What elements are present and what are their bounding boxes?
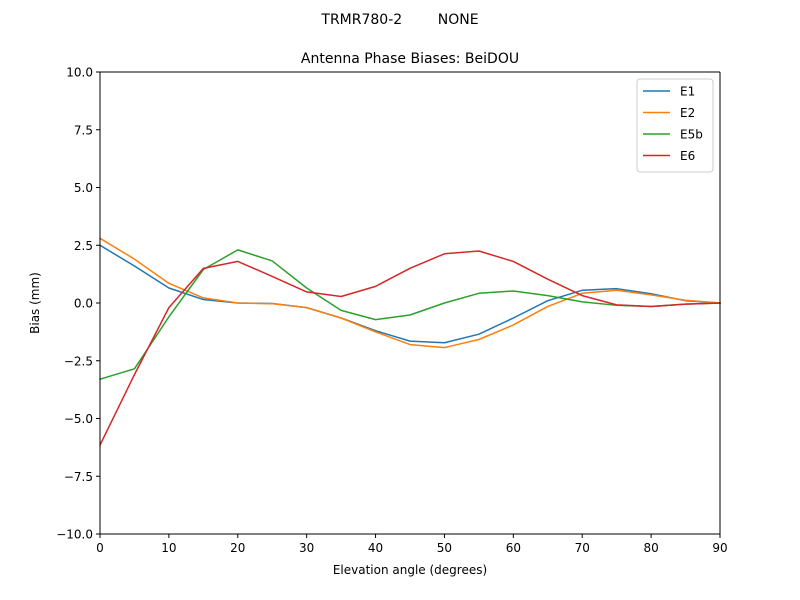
y-axis: −10.0 −7.5 −5.0 −2.5 0.0 2.5 5.0 7.5 10.0 <box>56 66 100 542</box>
x-tick-label: 80 <box>643 541 658 555</box>
x-tick-label: 30 <box>299 541 314 555</box>
legend: E1 E2 E5b E6 <box>636 78 714 173</box>
x-tick-label: 20 <box>230 541 245 555</box>
y-tick-label: −2.5 <box>64 354 93 368</box>
y-tick-label: 5.0 <box>74 181 93 195</box>
x-axis: 0 10 20 30 40 50 60 70 80 90 <box>96 534 728 555</box>
series-line-e6 <box>98 250 721 447</box>
x-tick-label: 0 <box>96 541 104 555</box>
y-tick-label: 10.0 <box>66 66 93 80</box>
x-tick-label: 10 <box>161 541 176 555</box>
x-tick-label: 70 <box>575 541 590 555</box>
legend-label-e5b: E5b <box>680 128 703 142</box>
y-tick-label: −5.0 <box>64 412 93 426</box>
y-tick-label: −7.5 <box>64 470 93 484</box>
series-line-e1 <box>98 244 721 344</box>
x-tick-label: 90 <box>712 541 727 555</box>
y-axis-label: Bias (mm) <box>28 272 42 334</box>
x-tick-label: 40 <box>368 541 383 555</box>
legend-box <box>636 78 714 173</box>
x-axis-label: Elevation angle (degrees) <box>333 563 487 577</box>
legend-label-e6: E6 <box>680 149 695 163</box>
y-tick-label: 2.5 <box>74 239 93 253</box>
series-line-e2 <box>98 237 721 349</box>
y-tick-label: 7.5 <box>74 123 93 137</box>
series-layer <box>98 237 721 447</box>
legend-label-e2: E2 <box>680 106 695 120</box>
x-tick-label: 50 <box>437 541 452 555</box>
plot-area <box>100 72 720 534</box>
y-tick-label: −10.0 <box>56 528 93 542</box>
chart-suptitle: TRMR780-2 NONE <box>320 12 478 28</box>
legend-label-e1: E1 <box>680 85 695 99</box>
x-tick-label: 60 <box>506 541 521 555</box>
y-tick-label: 0.0 <box>74 297 93 311</box>
chart-title: Antenna Phase Biases: BeiDOU <box>301 51 519 67</box>
